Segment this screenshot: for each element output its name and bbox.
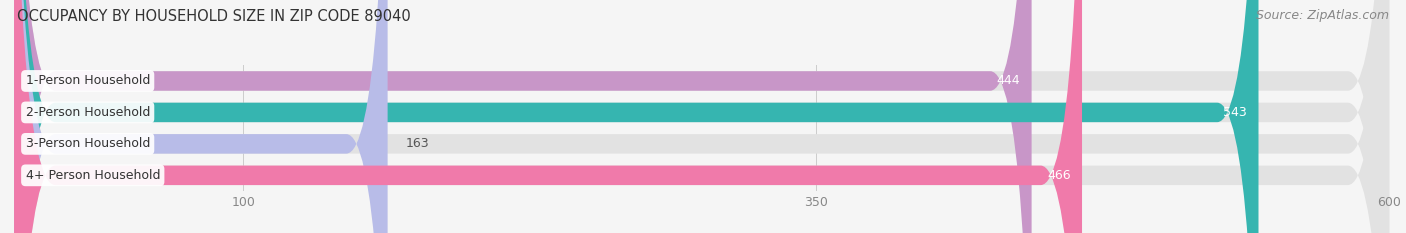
Text: OCCUPANCY BY HOUSEHOLD SIZE IN ZIP CODE 89040: OCCUPANCY BY HOUSEHOLD SIZE IN ZIP CODE … <box>17 9 411 24</box>
FancyBboxPatch shape <box>14 0 1389 233</box>
Text: 163: 163 <box>406 137 430 150</box>
Text: 4+ Person Household: 4+ Person Household <box>25 169 160 182</box>
FancyBboxPatch shape <box>14 0 1389 233</box>
Text: Source: ZipAtlas.com: Source: ZipAtlas.com <box>1256 9 1389 22</box>
Text: 1-Person Household: 1-Person Household <box>25 75 150 87</box>
FancyBboxPatch shape <box>14 0 1258 233</box>
FancyBboxPatch shape <box>14 0 1032 233</box>
Text: 466: 466 <box>1047 169 1070 182</box>
Text: 2-Person Household: 2-Person Household <box>25 106 150 119</box>
FancyBboxPatch shape <box>14 0 1389 233</box>
FancyBboxPatch shape <box>14 0 1083 233</box>
FancyBboxPatch shape <box>14 0 1389 233</box>
Text: 444: 444 <box>997 75 1021 87</box>
Text: 543: 543 <box>1223 106 1247 119</box>
Text: 3-Person Household: 3-Person Household <box>25 137 150 150</box>
FancyBboxPatch shape <box>14 0 388 233</box>
